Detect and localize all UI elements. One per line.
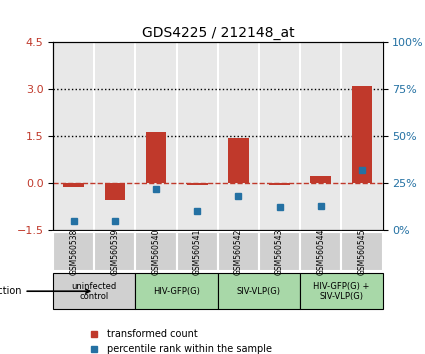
Text: GSM560543: GSM560543 <box>275 228 284 275</box>
Text: GSM560539: GSM560539 <box>110 228 119 275</box>
FancyBboxPatch shape <box>136 273 218 309</box>
Bar <box>269 183 290 184</box>
FancyBboxPatch shape <box>94 233 136 271</box>
Text: GSM560545: GSM560545 <box>357 228 366 275</box>
Text: GSM560542: GSM560542 <box>234 228 243 275</box>
Bar <box>187 183 207 184</box>
FancyBboxPatch shape <box>300 273 383 309</box>
FancyBboxPatch shape <box>341 233 382 271</box>
Bar <box>146 132 166 183</box>
Text: HIV-GFP(G) +
SIV-VLP(G): HIV-GFP(G) + SIV-VLP(G) <box>313 281 369 301</box>
Bar <box>228 138 249 183</box>
Text: GSM560544: GSM560544 <box>316 228 325 275</box>
Text: GSM560541: GSM560541 <box>193 228 202 275</box>
Text: infection: infection <box>0 286 90 296</box>
Bar <box>105 183 125 200</box>
FancyBboxPatch shape <box>53 273 136 309</box>
FancyBboxPatch shape <box>259 233 300 271</box>
Text: transformed count: transformed count <box>107 329 197 339</box>
Title: GDS4225 / 212148_at: GDS4225 / 212148_at <box>142 26 294 40</box>
Bar <box>351 86 372 183</box>
Text: GSM560538: GSM560538 <box>69 228 78 275</box>
Text: GSM560540: GSM560540 <box>152 228 161 275</box>
Bar <box>310 176 331 183</box>
Text: HIV-GFP(G): HIV-GFP(G) <box>153 287 200 296</box>
FancyBboxPatch shape <box>218 273 300 309</box>
Text: percentile rank within the sample: percentile rank within the sample <box>107 344 272 354</box>
FancyBboxPatch shape <box>53 233 94 271</box>
FancyBboxPatch shape <box>300 233 341 271</box>
Text: SIV-VLP(G): SIV-VLP(G) <box>237 287 281 296</box>
FancyBboxPatch shape <box>177 233 218 271</box>
FancyBboxPatch shape <box>136 233 177 271</box>
Text: uninfected
control: uninfected control <box>72 281 117 301</box>
FancyBboxPatch shape <box>218 233 259 271</box>
Bar <box>63 183 84 187</box>
